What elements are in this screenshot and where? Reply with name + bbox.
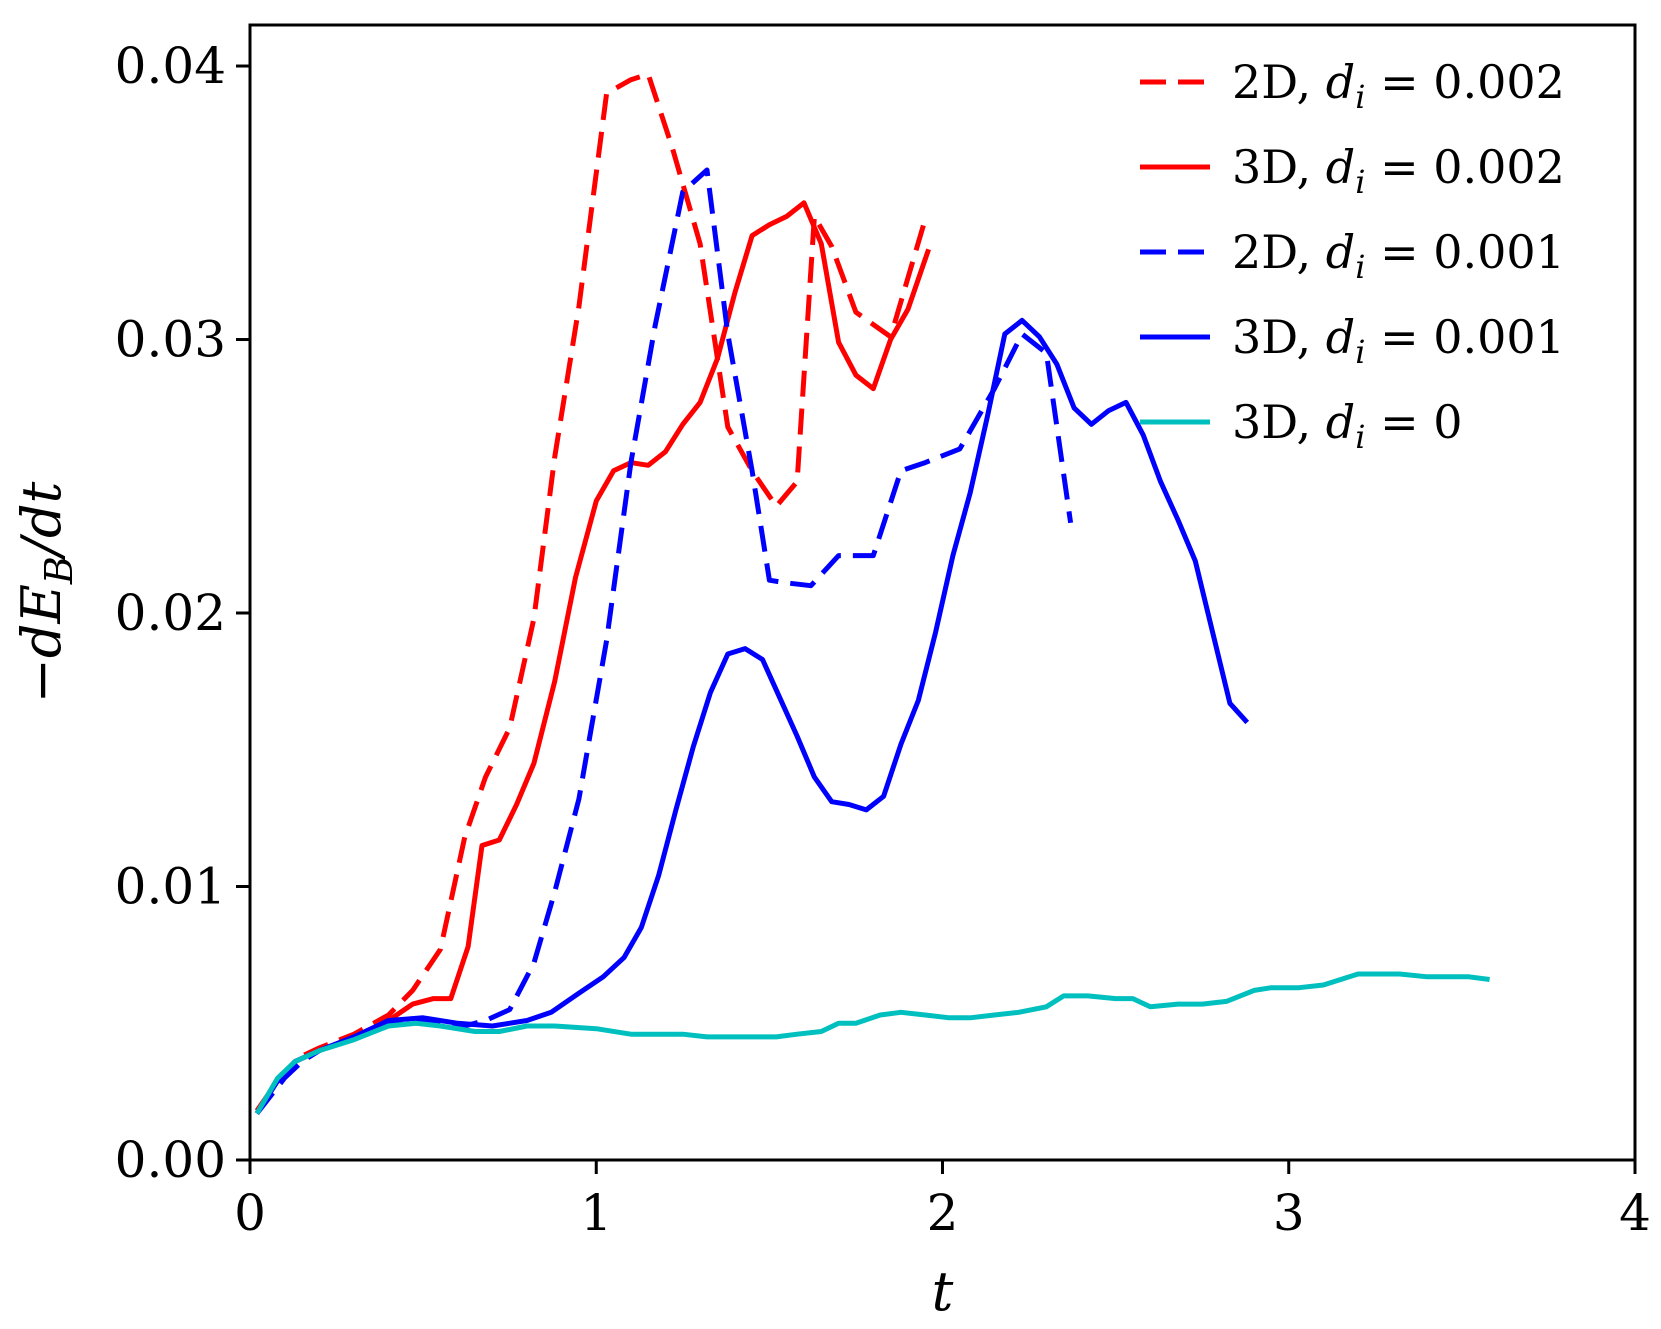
y-tick-label: 0.02	[115, 584, 226, 642]
y-tick-label: 0.03	[115, 311, 226, 369]
ticks-layer: 0 1 2 3 4 0.00 0.01 0.02 0.03 0.04	[115, 37, 1651, 1242]
y-tick-label: 0.04	[115, 37, 226, 95]
series-line-1	[254, 71, 928, 1115]
x-axis-label: t	[932, 1260, 954, 1323]
series-line-2	[254, 200, 931, 1113]
series-line-4	[254, 317, 1250, 1115]
x-tick-label: 0	[234, 1184, 266, 1242]
legend-label-5: 3D, di = 0	[1232, 395, 1463, 456]
series-line-3	[254, 167, 1074, 1116]
legend: 2D, di = 0.002 3D, di = 0.002 2D, di = 0.0…	[1140, 55, 1565, 456]
series-line-5	[254, 971, 1490, 1115]
y-tick-label: 0.01	[115, 858, 226, 916]
series-layer	[254, 71, 1490, 1116]
legend-label-1: 2D, di = 0.002	[1232, 55, 1565, 116]
y-axis-label: −dEB/dt	[10, 481, 81, 703]
y-tick-label: 0.00	[115, 1131, 226, 1189]
legend-label-4: 3D, di = 0.001	[1232, 310, 1565, 371]
x-tick-label: 1	[580, 1184, 612, 1242]
x-tick-label: 3	[1273, 1184, 1305, 1242]
x-tick-label: 4	[1619, 1184, 1651, 1242]
legend-label-2: 3D, di = 0.002	[1232, 140, 1565, 201]
legend-label-3: 2D, di = 0.001	[1232, 225, 1565, 286]
x-tick-label: 2	[927, 1184, 959, 1242]
